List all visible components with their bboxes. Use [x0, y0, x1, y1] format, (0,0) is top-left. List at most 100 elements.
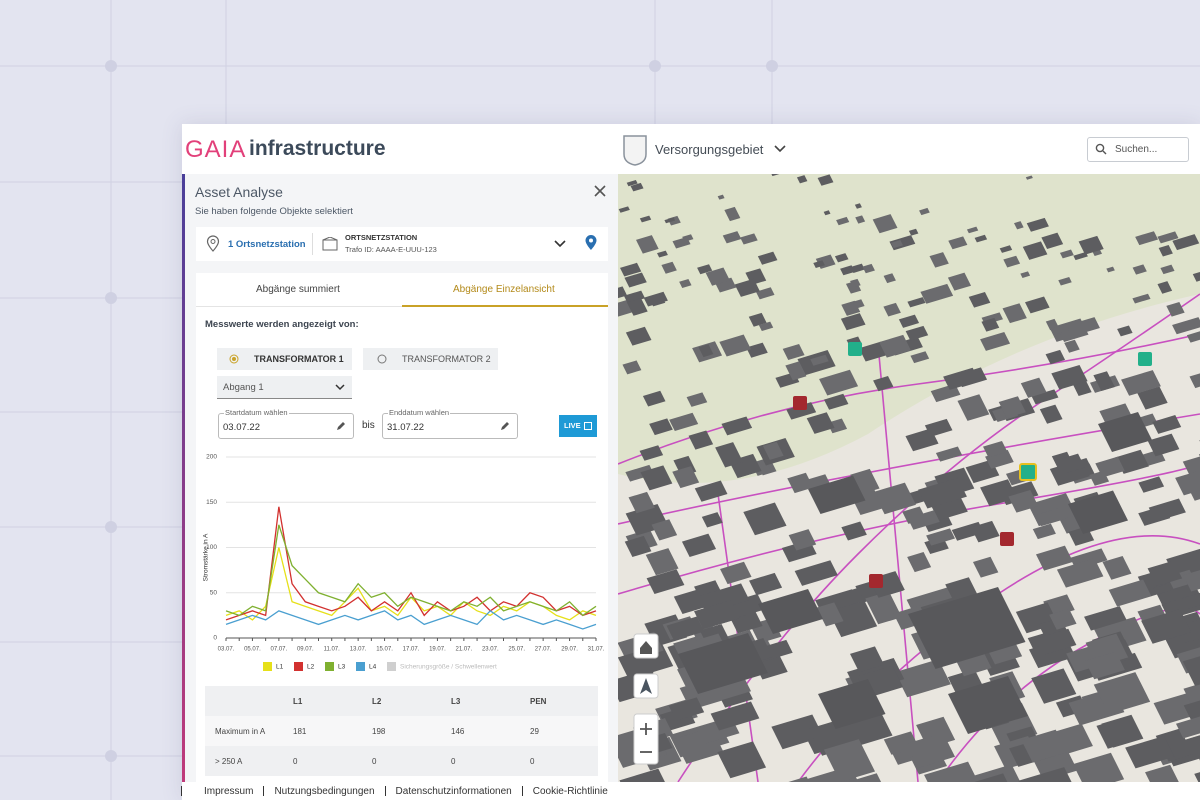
footer-link[interactable]: Impressum [204, 786, 254, 797]
divider [312, 233, 313, 255]
building [1045, 349, 1066, 365]
region-select[interactable]: Versorgungsgebiet [655, 142, 764, 157]
locate-button[interactable] [584, 234, 598, 252]
building [907, 552, 932, 573]
table-cell: 29 [530, 727, 539, 736]
building [1189, 373, 1200, 389]
building [762, 441, 784, 460]
building [1132, 264, 1147, 275]
series-line [225, 524, 597, 617]
edit-icon [501, 422, 509, 430]
building [1192, 272, 1200, 282]
x-tick-label: 21.07. [456, 647, 473, 653]
station-dropdown[interactable] [554, 240, 566, 249]
building [796, 175, 808, 184]
footer-link[interactable]: Cookie-Richtlinie [532, 786, 608, 797]
building [1106, 266, 1115, 273]
building [883, 273, 896, 284]
building [966, 226, 979, 234]
building [963, 764, 1021, 782]
live-button[interactable]: LIVE [559, 415, 597, 437]
feeder-select[interactable]: Abgang 1 [217, 376, 352, 399]
building [883, 302, 901, 317]
building [1152, 415, 1182, 434]
building [841, 521, 867, 541]
building [873, 482, 916, 515]
transformer-option[interactable]: TRANSFORMATOR 1 [217, 348, 352, 370]
building [1138, 476, 1165, 493]
table-cell: 0 [372, 757, 377, 766]
building [678, 633, 768, 694]
transformer-label: TRANSFORMATOR 1 [254, 354, 344, 364]
y-tick-label: 0 [213, 635, 217, 642]
map [618, 174, 1200, 782]
building [1160, 264, 1175, 275]
series-line [225, 547, 597, 621]
building [818, 679, 886, 729]
building [840, 313, 866, 331]
logo[interactable]: gaia [185, 136, 247, 163]
table-header: L3 [451, 697, 461, 706]
building [679, 279, 692, 289]
current-chart: 0 50 100 150 200 Stromstärke in A 03.07. 05.07.… [203, 454, 605, 671]
start-date[interactable]: Startdatum wählen 03.07.22 [218, 408, 354, 439]
building [635, 235, 659, 254]
station-marker-selected[interactable] [1019, 463, 1037, 481]
building [743, 502, 787, 536]
selection-bar: 1 Ortsnetzstation ORTSNETZSTATION Trafo … [196, 227, 608, 261]
building [645, 548, 679, 576]
close-button[interactable] [594, 185, 606, 197]
building [630, 182, 644, 192]
zoom-in[interactable] [640, 723, 652, 735]
tab-active[interactable]: Abgänge Einzelansicht [453, 284, 555, 295]
table-header: PEN [530, 697, 547, 706]
building [626, 298, 648, 316]
panel-accent [182, 174, 185, 782]
transformer-option[interactable]: TRANSFORMATOR 2 [363, 348, 498, 370]
building [724, 206, 741, 222]
building [1190, 619, 1200, 642]
building [850, 278, 861, 288]
station-marker[interactable] [793, 396, 807, 410]
tab[interactable]: Abgänge summiert [256, 284, 340, 295]
station-marker[interactable] [869, 574, 883, 588]
building [740, 233, 758, 245]
footer-link[interactable]: Datenschutzinformationen [395, 786, 512, 797]
building [1101, 714, 1144, 748]
footer-link[interactable]: Nutzungsbedingungen [274, 786, 375, 797]
building [669, 412, 699, 432]
station-marker[interactable] [848, 342, 862, 356]
table-cell: 0 [451, 757, 456, 766]
search-box[interactable]: Suchen... [1087, 137, 1189, 162]
x-tick-label: 31.07. [588, 647, 605, 653]
building [1024, 296, 1050, 314]
end-date[interactable]: Enddatum wählen 31.07.22 [382, 408, 518, 439]
x-tick-label: 09.07. [297, 647, 314, 653]
building [749, 572, 783, 596]
building [717, 741, 767, 779]
selection-count[interactable]: 1 Ortsnetzstation [228, 239, 306, 250]
building [968, 291, 991, 308]
station-marker[interactable] [1138, 352, 1152, 366]
chevron[interactable] [774, 144, 786, 154]
line-deco [618, 463, 1200, 595]
building [981, 317, 1000, 332]
separator [521, 786, 523, 796]
station-marker[interactable] [1000, 532, 1014, 546]
building [618, 286, 628, 299]
building [1135, 231, 1159, 246]
building [879, 334, 911, 358]
building [924, 418, 953, 437]
home-icon [640, 641, 652, 654]
building [1158, 245, 1173, 257]
building [1031, 389, 1059, 405]
map-meadow [618, 174, 1200, 483]
grid-dot [105, 292, 117, 304]
shield-icon [623, 135, 647, 166]
building [1166, 301, 1185, 317]
x-tick-label: 11.07. [324, 647, 341, 653]
legend-swatch [263, 662, 272, 671]
building [1183, 700, 1200, 722]
legend-swatch [356, 662, 365, 671]
building [1183, 683, 1200, 706]
